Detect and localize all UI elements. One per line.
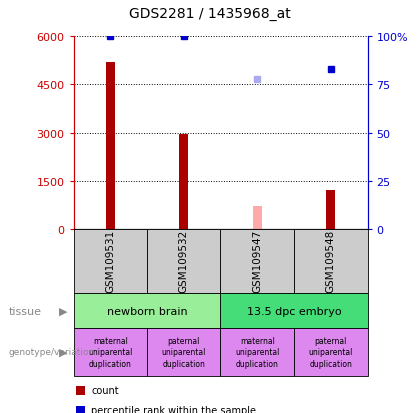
Text: maternal
uniparental
duplication: maternal uniparental duplication — [88, 337, 132, 368]
Text: tissue: tissue — [8, 306, 42, 316]
Text: 13.5 dpc embryo: 13.5 dpc embryo — [247, 306, 341, 316]
Text: GSM109547: GSM109547 — [252, 230, 262, 293]
Text: GSM109531: GSM109531 — [105, 230, 115, 293]
Text: percentile rank within the sample: percentile rank within the sample — [91, 405, 256, 413]
Text: paternal
uniparental
duplication: paternal uniparental duplication — [309, 337, 353, 368]
Bar — [106, 63, 115, 229]
Bar — [179, 135, 188, 229]
Bar — [326, 191, 335, 229]
Text: ▶: ▶ — [59, 306, 67, 316]
Text: newborn brain: newborn brain — [107, 306, 187, 316]
Bar — [253, 207, 262, 229]
Text: GSM109548: GSM109548 — [326, 230, 336, 293]
Text: count: count — [91, 385, 119, 395]
Text: maternal
uniparental
duplication: maternal uniparental duplication — [235, 337, 279, 368]
Text: paternal
uniparental
duplication: paternal uniparental duplication — [162, 337, 206, 368]
Text: genotype/variation: genotype/variation — [8, 348, 95, 356]
Text: GDS2281 / 1435968_at: GDS2281 / 1435968_at — [129, 7, 291, 21]
Text: GSM109532: GSM109532 — [179, 230, 189, 293]
Text: ▶: ▶ — [59, 347, 67, 357]
